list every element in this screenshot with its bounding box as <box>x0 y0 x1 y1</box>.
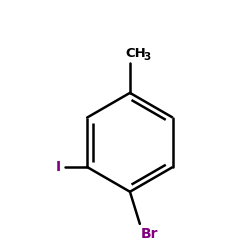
Text: 3: 3 <box>144 52 151 62</box>
Text: CH: CH <box>125 47 146 60</box>
Text: I: I <box>56 160 61 174</box>
Text: Br: Br <box>141 227 158 241</box>
